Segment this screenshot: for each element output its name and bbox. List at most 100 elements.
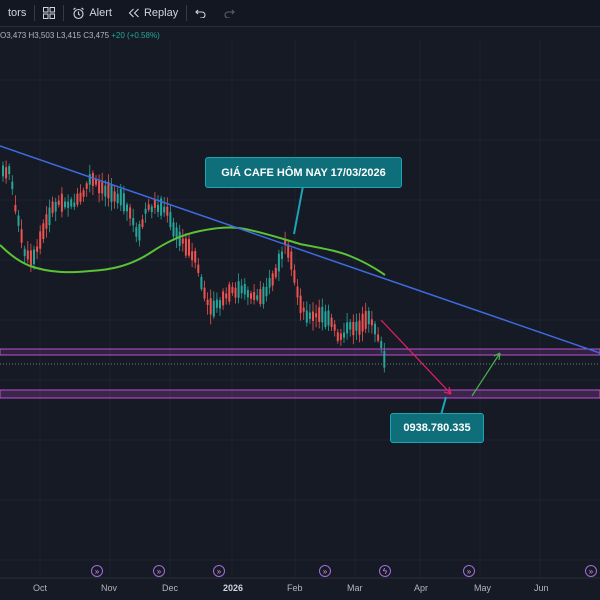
candle-body [166,206,169,216]
candle-body [153,199,156,208]
candle-body [91,172,94,186]
candle-body [20,229,23,243]
candle-body [200,276,203,290]
candle-body [14,205,17,212]
fast-forward-icon[interactable]: » [91,565,103,577]
candle-body [107,181,110,199]
candle-body [197,264,200,273]
candle-body [336,332,339,342]
candle-body [48,207,51,226]
candle-body [126,204,128,212]
candle-body [95,179,97,185]
callout-pointer [293,185,304,235]
undo-icon [195,9,206,18]
indicators-button[interactable]: tors [0,0,34,26]
candle-body [256,295,259,300]
candle-body [259,289,262,305]
candle-body [11,181,14,189]
candle-body [42,223,45,240]
candle-body [349,322,352,330]
candle-body [60,193,63,212]
candle-body [17,215,20,226]
candle-body [308,312,311,319]
candle-body [253,291,256,300]
candle-body [104,185,107,197]
candle-body [374,323,376,335]
toolbar-divider [63,5,65,21]
candle-body [138,224,141,241]
candle-body [206,299,209,305]
fast-forward-icon[interactable]: » [319,565,331,577]
ohlc-legend: O3,473 H3,503 L3,415 C3,475 +20 (+0.58%) [0,31,160,40]
candle-body [330,317,333,328]
candle-body [268,278,271,288]
candlestick-series [2,160,386,373]
rewind-icon [128,8,139,18]
candle-body [212,300,215,317]
candle-body [113,191,116,202]
chart-grid [0,40,600,578]
candle-body [237,281,240,298]
fast-forward-icon[interactable]: » [585,565,597,577]
redo-icon [224,9,235,18]
indicators-label: tors [8,7,27,19]
candle-body [163,206,166,213]
ohlc-open: O3,473 [0,31,27,40]
alert-button[interactable]: Alert [64,0,120,26]
candle-body [265,286,268,297]
candle-body [175,227,178,240]
replay-label: Replay [143,7,179,19]
candle-body [116,193,119,204]
lightning-icon[interactable]: ϟ [379,565,391,577]
candle-body [39,231,42,249]
candle-body [98,180,101,194]
redo-button[interactable] [215,0,243,26]
candle-body [144,208,147,214]
candle-body [203,287,206,299]
fast-forward-icon[interactable]: » [213,565,225,577]
candle-body [318,307,321,322]
grid-icon [43,7,56,19]
candle-body [355,321,358,331]
candle-body [23,248,26,257]
undo-button[interactable] [187,0,215,26]
top-toolbar: tors Alert Replay [0,0,600,27]
candle-body [188,239,190,256]
ohlc-close: C3,475 [83,31,110,40]
layouts-button[interactable] [35,0,63,26]
candle-body [367,310,370,325]
candle-body [240,285,243,294]
candle-body [231,286,234,294]
candle-body [64,201,66,208]
candle-body [215,299,218,308]
forecast-arrow-up [471,352,501,397]
candle-body [383,350,386,368]
candle-body [73,202,76,207]
candle-body [352,321,355,336]
candle-body [250,293,252,299]
fast-forward-icon[interactable]: » [463,565,475,577]
candle-body [358,320,361,335]
alarm-clock-icon [73,7,85,19]
descending-trendline [0,145,600,354]
candle-body [36,246,39,252]
candle-body [219,300,221,309]
title-callout: GIÁ CAFE HÔM NAY 17/03/2026 [205,157,402,188]
candle-body [209,298,212,315]
candle-body [321,306,324,323]
time-label-feb: Feb [287,583,303,593]
candle-body [339,333,342,340]
fast-forward-icon[interactable]: » [153,565,165,577]
candle-body [157,204,159,212]
candle-body [302,307,305,312]
candle-body [324,311,327,328]
candle-body [26,250,29,260]
replay-button[interactable]: Replay [120,0,186,26]
candle-body [119,188,122,206]
candle-body [246,290,249,298]
candle-body [293,270,296,283]
price-chart[interactable] [0,26,600,600]
phone-callout-pointer [440,396,447,416]
candle-body [274,267,277,278]
candle-body [160,198,163,216]
